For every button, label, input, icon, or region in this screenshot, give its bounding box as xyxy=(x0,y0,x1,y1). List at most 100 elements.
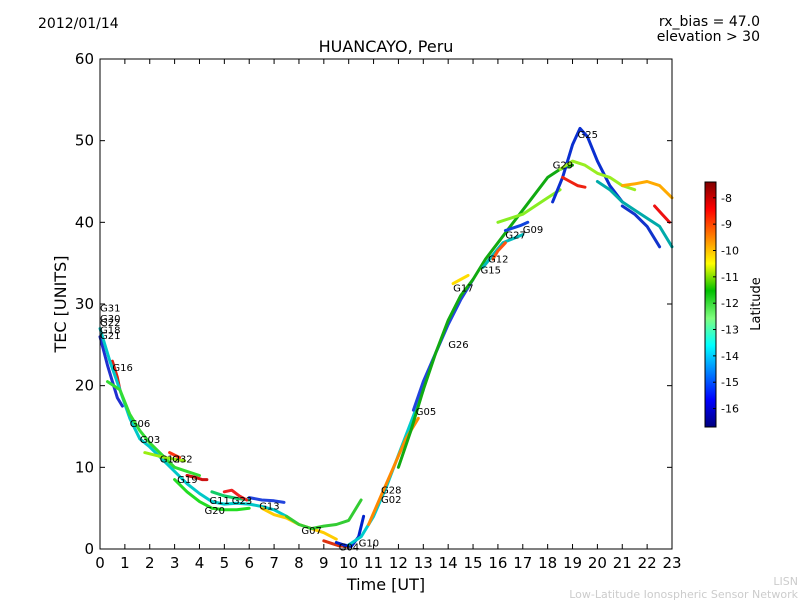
x-tick-label: 17 xyxy=(513,554,532,572)
y-tick-label: 30 xyxy=(75,295,94,313)
satellite-label: G05 xyxy=(416,407,436,418)
series-G15 xyxy=(481,233,525,269)
x-tick-label: 3 xyxy=(170,554,180,572)
x-tick-label: 8 xyxy=(294,554,304,572)
x-tick-label: 9 xyxy=(319,554,329,572)
series-G09 xyxy=(496,188,562,224)
x-tick-label: 5 xyxy=(220,554,230,572)
axes: 0 1 2 3 4 5 6 7 8 9 10 11 12 13 14 15 16 17 18 19 20 21 22 2301… xyxy=(75,50,682,572)
series-G06 xyxy=(98,327,288,518)
colorbar-label: Latitude xyxy=(749,277,764,331)
colorbar-tick-label: -11 xyxy=(721,271,739,284)
satellite-label: G03 xyxy=(140,435,160,446)
x-tick-label: 7 xyxy=(269,554,279,572)
satellite-label: G10 xyxy=(359,539,379,550)
colorbar-tick-label: -8 xyxy=(721,192,732,205)
series-G17 xyxy=(451,273,470,286)
series-G19 xyxy=(185,474,209,482)
series-G07 xyxy=(285,498,363,531)
colorbar-tick-label: -13 xyxy=(721,324,739,337)
colorbar-tick-label: -16 xyxy=(721,403,739,416)
chart-title: HUANCAYO, Peru xyxy=(318,37,454,56)
satellite-label: G15 xyxy=(481,266,501,277)
x-tick-label: 18 xyxy=(538,554,557,572)
y-axis-label: TEC [UNITS] xyxy=(51,256,70,354)
x-tick-label: 12 xyxy=(389,554,408,572)
date-label: 2012/01/14 xyxy=(38,16,119,32)
satellite-label: G12 xyxy=(160,454,180,465)
satellite-label: G02 xyxy=(381,495,401,506)
series-G12-early xyxy=(143,451,187,463)
rx-bias-label: rx_bias = 47.0 xyxy=(658,14,760,30)
satellite-label: G19 xyxy=(177,475,197,486)
y-tick-label: 60 xyxy=(75,50,94,68)
series-G13 xyxy=(247,496,286,504)
x-tick-label: 4 xyxy=(195,554,205,572)
x-tick-label: 15 xyxy=(463,554,482,572)
colorbar-tick-label: -14 xyxy=(721,350,739,363)
satellite-label: G17 xyxy=(453,284,473,295)
x-tick-label: 16 xyxy=(488,554,507,572)
colorbar-tick-label: -10 xyxy=(721,244,739,257)
satellite-label: G11 xyxy=(209,496,229,507)
satellite-label: G18 xyxy=(100,325,120,336)
x-tick-label: 14 xyxy=(439,554,458,572)
series-G04 xyxy=(322,539,348,548)
x-tick-label: 11 xyxy=(364,554,383,572)
y-tick-label: 0 xyxy=(84,540,94,558)
x-tick-label: 10 xyxy=(339,554,358,572)
series-G26 xyxy=(396,163,574,469)
satellite-label: G26 xyxy=(448,340,468,351)
x-tick-label: 6 xyxy=(244,554,254,572)
series-tail-blue xyxy=(620,204,662,249)
satellite-label: G16 xyxy=(112,363,132,374)
y-tick-label: 20 xyxy=(75,377,94,395)
satellite-label: G07 xyxy=(301,526,321,537)
series-G10 xyxy=(334,514,366,548)
x-tick-label: 21 xyxy=(613,554,632,572)
series-G03 xyxy=(106,380,201,477)
colorbar-tick-label: -9 xyxy=(721,218,732,231)
series-G25 xyxy=(551,126,624,204)
series-layer xyxy=(98,126,674,548)
x-tick-label: 0 xyxy=(95,554,105,572)
colorbar-tick-label: -15 xyxy=(721,376,739,389)
series-G28 xyxy=(347,388,425,547)
series-G16 xyxy=(98,335,124,408)
colorbar: Latitude -8 -9 -10 -11 -12 -13 -14 -15 -16 xyxy=(704,181,764,428)
series-G12 xyxy=(491,241,507,261)
series-G27 xyxy=(503,220,530,232)
satellite-label: G23 xyxy=(232,496,252,507)
satellite-label: G20 xyxy=(205,506,225,517)
satellite-label: G27 xyxy=(505,231,525,242)
satellite-label: G22 xyxy=(100,318,120,329)
x-tick-label: 23 xyxy=(662,554,681,572)
credit-short: LISN xyxy=(773,575,798,588)
series-G32 xyxy=(168,451,182,459)
satellite-label: G13 xyxy=(259,502,279,513)
satellite-label: G30 xyxy=(100,314,120,325)
x-tick-label: 13 xyxy=(414,554,433,572)
series-G29 xyxy=(561,175,587,189)
y-tick-label: 10 xyxy=(75,458,94,476)
y-tick-label: 50 xyxy=(75,132,94,150)
satellite-label: G21 xyxy=(100,331,120,342)
x-axis-label: Time [UT] xyxy=(346,575,425,594)
x-tick-label: 22 xyxy=(638,554,657,572)
satellite-label: G29 xyxy=(553,160,573,171)
x-tick-label: 1 xyxy=(120,554,130,572)
series-tail-yellow xyxy=(620,180,674,200)
satellite-label: G06 xyxy=(130,419,150,430)
series-tail-teal xyxy=(595,180,674,249)
series-tail-red xyxy=(653,204,671,224)
credit-long: Low-Latitude Ionospheric Sensor Network xyxy=(569,588,798,601)
colorbar-bar xyxy=(704,181,717,428)
series-G23 xyxy=(222,488,249,502)
x-tick-label: 20 xyxy=(588,554,607,572)
x-tick-label: 19 xyxy=(563,554,582,572)
x-tick-label: 2 xyxy=(145,554,155,572)
satellite-label: G25 xyxy=(578,130,598,141)
colorbar-tick-label: -12 xyxy=(721,297,739,310)
satellite-label: G32 xyxy=(172,454,192,465)
